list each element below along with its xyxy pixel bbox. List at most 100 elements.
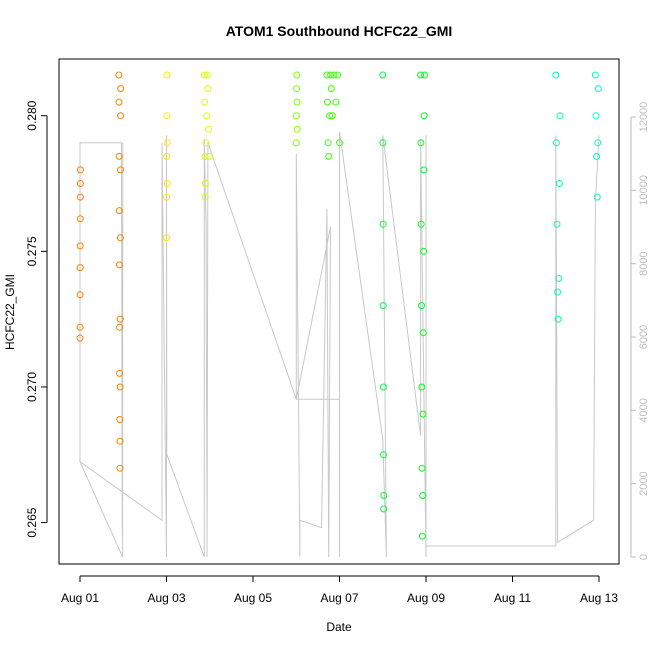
data-point (115, 98, 123, 106)
data-point (555, 180, 563, 187)
data-point (202, 180, 209, 187)
data-point (417, 220, 425, 228)
data-point (554, 315, 562, 323)
secondary-tick-label: 6000 (638, 325, 650, 349)
altitude-trace-line (78, 131, 600, 558)
data-point (417, 71, 425, 79)
data-point (116, 369, 124, 377)
series-7 (417, 71, 428, 540)
data-point (203, 71, 211, 79)
data-point (336, 139, 343, 147)
data-point (419, 329, 427, 337)
data-point (420, 247, 428, 255)
data-point (420, 112, 428, 120)
series-5 (323, 71, 343, 160)
data-point (202, 139, 210, 147)
data-point (418, 302, 425, 310)
altitude-trace-layer (78, 131, 600, 558)
x-tick-label: Aug 13 (580, 591, 618, 605)
data-point (116, 315, 124, 323)
axes-layer: Aug 01 Aug 03 Aug 05 Aug 07 Aug 09 Aug 11 Aug … (25, 100, 650, 605)
data-point (324, 139, 332, 147)
data-point (293, 98, 301, 106)
data-point (421, 71, 428, 79)
data-point (380, 451, 387, 459)
data-point (380, 492, 388, 499)
data-point (292, 112, 300, 120)
data-point (116, 437, 124, 445)
data-point (200, 71, 208, 79)
series-2 (163, 71, 171, 242)
data-point (201, 98, 209, 106)
secondary-tick-label: 8000 (638, 251, 650, 275)
data-point (554, 288, 562, 296)
data-point (116, 464, 124, 472)
data-point (325, 152, 333, 160)
y-tick-label: 0.280 (25, 100, 39, 130)
data-point (117, 166, 124, 174)
data-point (117, 112, 125, 120)
secondary-tick-label: 12000 (638, 102, 650, 133)
data-point (115, 261, 123, 269)
data-point (163, 234, 170, 242)
data-point (324, 98, 331, 106)
data-point (379, 71, 387, 79)
series-9 (591, 71, 602, 201)
data-point (592, 112, 600, 120)
data-point (204, 85, 212, 93)
data-point (76, 193, 84, 201)
data-point (591, 71, 599, 79)
series-8 (552, 71, 564, 323)
data-point (379, 220, 387, 228)
y-axis-label: HCFC22_GMI (3, 274, 17, 350)
data-point (293, 71, 301, 79)
data-point (552, 139, 560, 147)
data-point (76, 215, 84, 223)
x-tick-label: Aug 11 (494, 591, 531, 605)
data-point (555, 274, 563, 282)
chart-title: ATOM1 Southbound HCFC22_GMI (226, 23, 453, 39)
data-point (76, 323, 84, 331)
data-point (201, 193, 209, 201)
x-tick-label: Aug 05 (234, 591, 272, 605)
data-point (328, 112, 336, 120)
series-1 (76, 71, 125, 472)
data-point (332, 98, 340, 106)
data-point (327, 71, 334, 79)
data-point (201, 152, 209, 160)
data-point (379, 139, 387, 147)
x-tick-label: Aug 01 (61, 591, 99, 605)
series-layer (76, 71, 602, 540)
data-point (203, 112, 211, 120)
data-point (163, 152, 171, 160)
series-4 (292, 71, 301, 147)
secondary-tick-label: 10000 (638, 175, 650, 206)
data-point (330, 71, 338, 79)
data-point (292, 139, 300, 147)
data-point (205, 152, 213, 160)
data-point (418, 532, 426, 540)
plot-frame (58, 58, 620, 565)
data-point (116, 416, 124, 423)
data-point (293, 85, 301, 93)
data-point (76, 242, 84, 250)
data-point (76, 180, 84, 187)
secondary-tick-label: 0 (638, 554, 650, 560)
secondary-tick-label: 2000 (638, 471, 650, 495)
series-6 (379, 71, 388, 513)
data-point (556, 112, 564, 120)
data-point (116, 323, 123, 331)
data-point (379, 302, 387, 310)
data-point (115, 71, 123, 79)
x-tick-label: Aug 03 (147, 591, 185, 605)
data-point (594, 85, 602, 93)
data-point (163, 193, 171, 201)
x-tick-label: Aug 09 (407, 591, 445, 605)
data-point (163, 139, 171, 147)
data-point (116, 383, 124, 391)
data-point (293, 125, 301, 133)
data-point (76, 334, 84, 342)
data-point (163, 71, 171, 79)
y-tick-label: 0.275 (25, 236, 39, 266)
